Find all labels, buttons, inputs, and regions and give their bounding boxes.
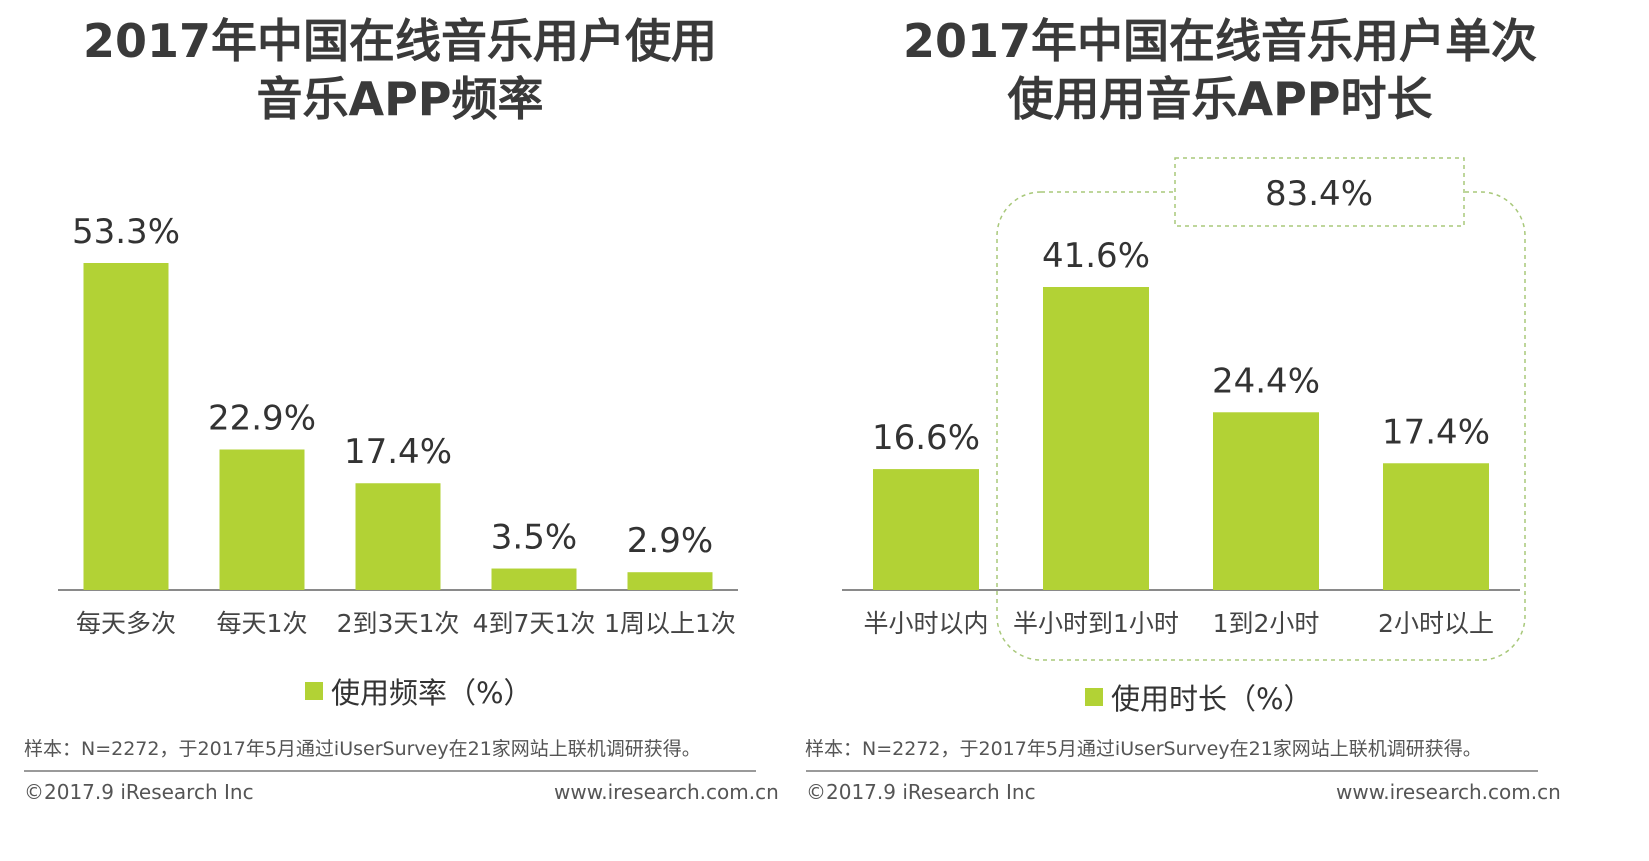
frequency-category-label: 2到3天1次 bbox=[337, 609, 460, 638]
highlight-total-box bbox=[1174, 157, 1465, 227]
frequency-category-label: 1周以上1次 bbox=[604, 609, 736, 638]
frequency-bar-chart: 53.3% 每天多次 22.9% 每天1次 17.4% 2到3天1次 3.5% 4到7天1次 2… bbox=[58, 212, 738, 638]
frequency-bar bbox=[219, 449, 305, 590]
duration-value-label: 24.4% bbox=[1212, 361, 1320, 401]
frequency-value-label: 3.5% bbox=[491, 518, 577, 558]
duration-title-line2: 使用用音乐APP时长 bbox=[1007, 72, 1433, 126]
duration-bar bbox=[873, 469, 979, 590]
frequency-category-label: 每天多次 bbox=[76, 609, 176, 638]
legend-swatch bbox=[305, 682, 323, 700]
duration-category-label: 1到2小时 bbox=[1213, 609, 1320, 638]
duration-copyright: ©2017.9 iResearch Inc bbox=[806, 780, 1036, 804]
frequency-category-label: 每天1次 bbox=[217, 609, 308, 638]
duration-category-label: 半小时以内 bbox=[863, 609, 988, 638]
duration-footer-divider bbox=[806, 770, 1538, 772]
frequency-copyright: ©2017.9 iResearch Inc bbox=[24, 780, 254, 804]
duration-value-label: 16.6% bbox=[872, 418, 980, 458]
duration-bar bbox=[1213, 412, 1319, 590]
duration-bar bbox=[1383, 463, 1489, 590]
frequency-legend: 使用频率（%） bbox=[305, 670, 533, 712]
frequency-value-label: 22.9% bbox=[208, 399, 316, 439]
frequency-bar bbox=[627, 572, 713, 590]
duration-panel: 2017年中国在线音乐用户单次 使用用音乐APP时长 83.4% 16.6% 半小时… bbox=[805, 0, 1649, 861]
duration-category-label: 半小时到1小时 bbox=[1013, 609, 1179, 638]
frequency-title-line2: 音乐APP频率 bbox=[256, 72, 544, 126]
frequency-bar bbox=[83, 263, 169, 590]
duration-value-label: 41.6% bbox=[1042, 236, 1150, 276]
frequency-legend-label: 使用频率（%） bbox=[331, 676, 533, 710]
duration-value-label: 17.4% bbox=[1382, 412, 1490, 452]
duration-footnote: 样本：N=2272，于2017年5月通过iUserSurvey在21家网站上联机… bbox=[805, 738, 1482, 760]
frequency-panel: 2017年中国在线音乐用户使用 音乐APP频率 53.3% 每天多次 22.9% 每天… bbox=[0, 0, 820, 861]
frequency-title-line1: 2017年中国在线音乐用户使用 bbox=[82, 14, 718, 68]
frequency-footnote: 样本：N=2272，于2017年5月通过iUserSurvey在21家网站上联机… bbox=[24, 738, 701, 760]
duration-category-label: 2小时以上 bbox=[1378, 609, 1494, 638]
frequency-value-label: 2.9% bbox=[627, 521, 713, 561]
frequency-category-label: 4到7天1次 bbox=[473, 609, 596, 638]
highlight-total-label: 83.4% bbox=[1265, 174, 1373, 214]
duration-website-link[interactable]: www.iresearch.com.cn bbox=[1336, 780, 1561, 804]
legend-swatch bbox=[1085, 688, 1103, 706]
frequency-footer-divider bbox=[24, 770, 756, 772]
duration-chart-title: 2017年中国在线音乐用户单次 使用用音乐APP时长 bbox=[830, 12, 1610, 128]
frequency-bar bbox=[491, 568, 577, 590]
duration-bar-chart: 83.4% 16.6% 半小时以内 41.6% 半小时到1小时 24.4% 1到2小时 17.… bbox=[842, 157, 1526, 661]
frequency-chart-title: 2017年中国在线音乐用户使用 音乐APP频率 bbox=[0, 12, 800, 128]
duration-legend-label: 使用时长（%） bbox=[1111, 682, 1313, 716]
frequency-website-link[interactable]: www.iresearch.com.cn bbox=[554, 780, 779, 804]
frequency-bar bbox=[355, 483, 441, 590]
frequency-value-label: 53.3% bbox=[72, 212, 180, 252]
duration-title-line1: 2017年中国在线音乐用户单次 bbox=[902, 14, 1538, 68]
duration-bar bbox=[1043, 287, 1149, 590]
frequency-value-label: 17.4% bbox=[344, 432, 452, 472]
duration-legend: 使用时长（%） bbox=[1085, 676, 1313, 718]
